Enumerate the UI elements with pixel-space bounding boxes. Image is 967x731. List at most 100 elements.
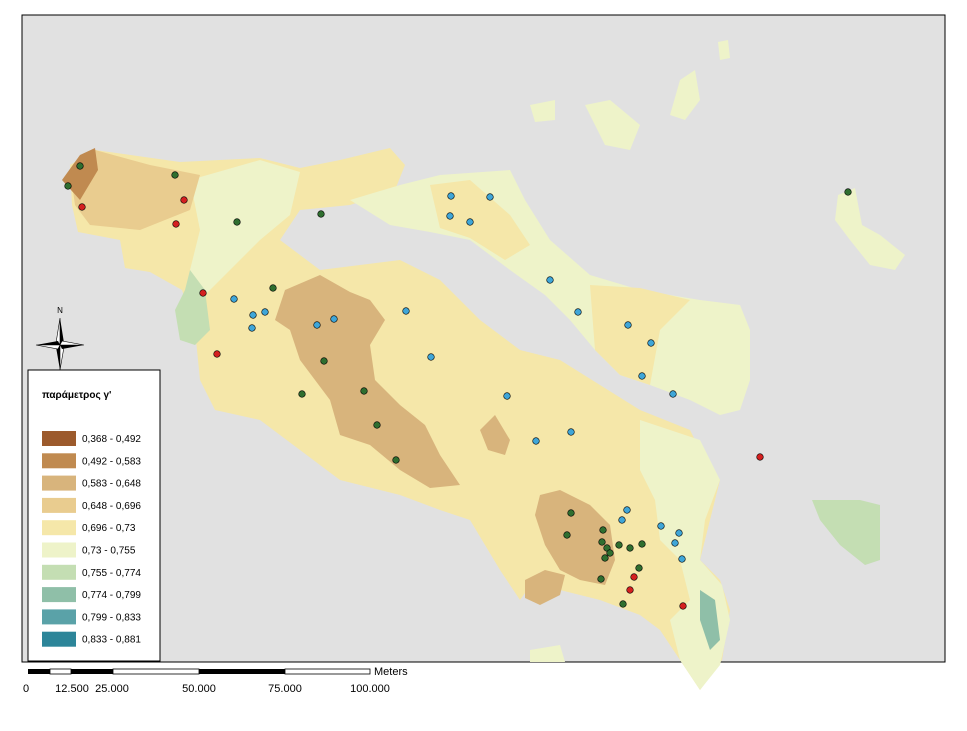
legend-swatch <box>42 497 76 513</box>
station <box>606 549 614 557</box>
north-arrow: N <box>35 306 85 371</box>
station <box>546 276 554 284</box>
stations <box>64 162 852 610</box>
mainland-green <box>190 160 300 300</box>
lake <box>480 415 510 455</box>
station <box>298 390 306 398</box>
station <box>320 357 328 365</box>
legend-swatch <box>42 631 76 647</box>
land <box>62 40 905 690</box>
legend-label: 0,648 - 0,696 <box>82 501 141 512</box>
legend-swatch <box>42 520 76 536</box>
station <box>669 390 677 398</box>
legend-swatch <box>42 475 76 491</box>
station <box>486 193 494 201</box>
station <box>597 575 605 583</box>
station <box>172 220 180 228</box>
station <box>532 437 540 445</box>
island-s <box>530 645 565 662</box>
station <box>574 308 582 316</box>
legend-label: 0,368 - 0,492 <box>82 434 141 445</box>
station <box>626 586 634 594</box>
island-n4 <box>718 40 730 60</box>
station <box>635 564 643 572</box>
station <box>261 308 269 316</box>
station <box>623 506 631 514</box>
legend-label: 0,73 - 0,755 <box>82 546 136 557</box>
station <box>615 541 623 549</box>
east-island <box>812 500 880 565</box>
station <box>330 315 338 323</box>
scale-unit: Meters <box>374 666 408 678</box>
station <box>360 387 368 395</box>
legend-label: 0,833 - 0,881 <box>82 635 141 646</box>
kefalonia <box>175 270 210 345</box>
station <box>248 324 256 332</box>
south-strip <box>700 590 720 650</box>
station <box>76 162 84 170</box>
station <box>446 212 454 220</box>
legend-label: 0,774 - 0,799 <box>82 590 141 601</box>
station <box>392 456 400 464</box>
station <box>756 453 764 461</box>
legend-label: 0,696 - 0,73 <box>82 523 136 534</box>
evia-tan <box>590 285 690 385</box>
skyros <box>835 188 905 270</box>
legend-label: 0,583 - 0,648 <box>82 479 141 490</box>
station <box>657 522 665 530</box>
station <box>598 538 606 546</box>
nw-tan <box>70 150 200 230</box>
station <box>466 218 474 226</box>
legend-label: 0,799 - 0,833 <box>82 612 141 623</box>
station <box>563 531 571 539</box>
station <box>199 289 207 297</box>
station <box>503 392 511 400</box>
scale-label: 50.000 <box>182 683 216 695</box>
station <box>638 540 646 548</box>
legend-swatch <box>42 587 76 603</box>
legend-swatch <box>42 609 76 625</box>
station <box>230 295 238 303</box>
station <box>64 182 72 190</box>
station <box>233 218 241 226</box>
scale-label: 75.000 <box>268 683 302 695</box>
station <box>626 544 634 552</box>
central-dark <box>275 275 460 488</box>
station <box>619 600 627 608</box>
station <box>269 284 277 292</box>
legend-title: παράμετρος γ' <box>42 390 111 401</box>
station <box>671 539 679 547</box>
legend-label: 0,492 - 0,583 <box>82 456 141 467</box>
station <box>249 311 257 319</box>
station <box>638 372 646 380</box>
island-n1 <box>530 100 555 122</box>
attica-dark <box>535 490 615 585</box>
station <box>317 210 325 218</box>
scale-label: 0 <box>23 683 29 695</box>
station <box>171 171 179 179</box>
station <box>601 554 609 562</box>
island-n2 <box>585 100 640 150</box>
station <box>567 428 575 436</box>
station <box>679 602 687 610</box>
station <box>447 192 455 200</box>
station <box>78 203 86 211</box>
station <box>313 321 321 329</box>
station <box>844 188 852 196</box>
station <box>599 526 607 534</box>
scale-label: 12.500 <box>55 683 89 695</box>
station <box>213 350 221 358</box>
station <box>402 307 410 315</box>
station <box>373 421 381 429</box>
legend-swatch <box>42 564 76 580</box>
station <box>618 516 626 524</box>
station <box>427 353 435 361</box>
scale-label: 25.000 <box>95 683 129 695</box>
station <box>678 555 686 563</box>
station <box>675 529 683 537</box>
legend-swatch <box>42 431 76 446</box>
salamis <box>525 570 565 605</box>
scale-label: 100.000 <box>350 683 390 695</box>
scale-bar: Meters 0 12.500 25.000 50.000 75.000 100.000 <box>23 666 408 695</box>
